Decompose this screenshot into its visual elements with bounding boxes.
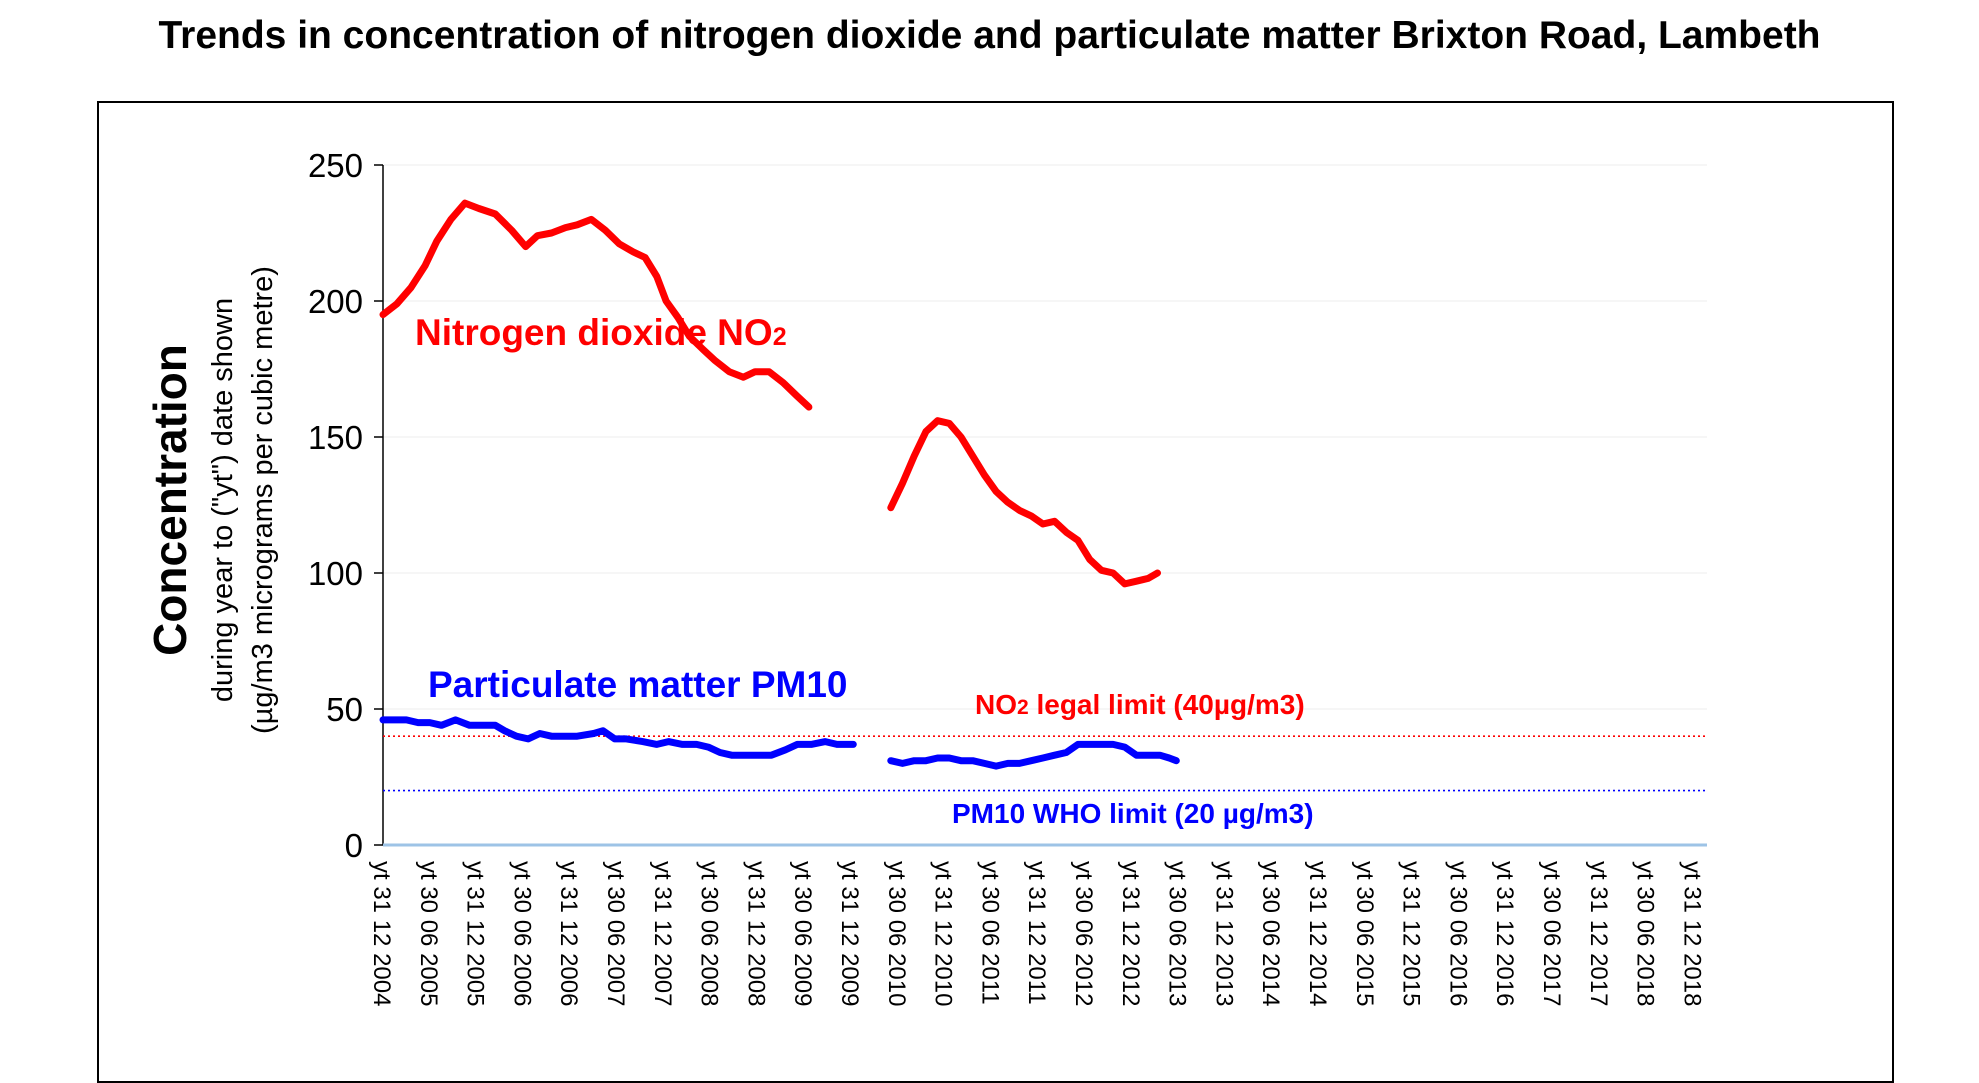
x-tick-label: yt 30 06 2006	[508, 861, 535, 1006]
x-tick-label: yt 30 06 2014	[1257, 861, 1284, 1006]
x-tick-label: yt 30 06 2016	[1444, 861, 1471, 1006]
y-tick-label: 200	[308, 283, 363, 320]
chart-title: Trends in concentration of nitrogen diox…	[158, 14, 1821, 57]
x-tick-labels: yt 31 12 2004 yt 30 06 2005 yt 31 12 2005 y…	[368, 861, 1705, 1006]
no2-series-subscript: 2	[773, 323, 787, 351]
no2-limit-label-main: NO	[975, 689, 1017, 720]
axes	[374, 164, 1707, 847]
y-axis-sublabel-1: during year to ("yt") date shown	[207, 298, 239, 702]
x-tick-label: yt 31 12 2008	[742, 861, 769, 1006]
x-tick-label: yt 30 06 2005	[415, 861, 442, 1006]
gridlines	[383, 164, 1707, 710]
pm10-line-segment-0	[379, 716, 857, 759]
x-tick-label: yt 31 12 2013	[1210, 861, 1237, 1006]
x-tick-label: yt 31 12 2004	[368, 861, 395, 1006]
x-tick-label: yt 30 06 2017	[1538, 861, 1565, 1006]
y-tick-label: 150	[308, 419, 363, 456]
y-axis-sublabel-2: (µg/m3 micrograms per cubic metre)	[247, 266, 279, 734]
y-tick-label: 100	[308, 555, 363, 592]
pm10-series-label: Particulate matter PM10	[428, 664, 848, 705]
x-tick-label: yt 31 12 2014	[1304, 861, 1331, 1006]
y-tick-labels: 0 50 100 150 200 250	[308, 147, 363, 864]
x-tick-label: yt 31 12 2007	[649, 861, 676, 1006]
x-tick-label: yt 31 12 2016	[1491, 861, 1518, 1006]
x-tick-label: yt 30 06 2011	[976, 861, 1003, 1005]
no2-line-segment-0	[379, 199, 813, 411]
x-tick-label: yt 30 06 2018	[1632, 861, 1659, 1006]
x-tick-label: yt 31 12 2009	[836, 861, 863, 1006]
x-tick-label: yt 31 12 2005	[462, 861, 489, 1006]
no2-series-name: Nitrogen dioxide NO	[415, 312, 773, 353]
x-tick-label: yt 31 12 2015	[1398, 861, 1425, 1006]
series-lines	[379, 199, 1180, 770]
x-tick-label: yt 30 06 2008	[696, 861, 723, 1006]
no2-limit-label-subscript: 2	[1017, 696, 1029, 719]
y-tick-label: 250	[308, 147, 363, 184]
x-tick-label: yt 30 06 2013	[1164, 861, 1191, 1006]
y-tick-label: 0	[345, 827, 363, 864]
no2-limit-label: NO2 legal limit (40µg/m3)	[975, 689, 1305, 720]
x-tick-label: yt 31 12 2006	[555, 861, 582, 1006]
y-axis-label: Concentration	[144, 344, 196, 656]
x-tick-label: yt 30 06 2009	[789, 861, 816, 1006]
x-tick-label: yt 31 12 2017	[1585, 861, 1612, 1006]
no2-series-label: Nitrogen dioxide NO2	[415, 312, 787, 353]
x-tick-label: yt 30 06 2010	[883, 861, 910, 1006]
x-tick-label: yt 30 06 2012	[1070, 861, 1097, 1006]
pm10-limit-label: PM10 WHO limit (20 µg/m3)	[952, 798, 1314, 829]
y-tick-label: 50	[326, 691, 363, 728]
x-tick-label: yt 31 12 2018	[1678, 861, 1705, 1006]
x-tick-label: yt 31 12 2010	[930, 861, 957, 1006]
x-tick-label: yt 31 12 2011	[1023, 861, 1050, 1005]
no2-line-segment-1	[887, 417, 1161, 588]
x-tick-label: yt 31 12 2012	[1117, 861, 1144, 1006]
reference-lines	[383, 735, 1707, 792]
no2-limit-label-rest: legal limit (40µg/m3)	[1029, 689, 1305, 720]
x-tick-label: yt 30 06 2007	[602, 861, 629, 1006]
x-tick-label: yt 30 06 2015	[1351, 861, 1378, 1006]
pm10-line-segment-1	[887, 740, 1180, 770]
